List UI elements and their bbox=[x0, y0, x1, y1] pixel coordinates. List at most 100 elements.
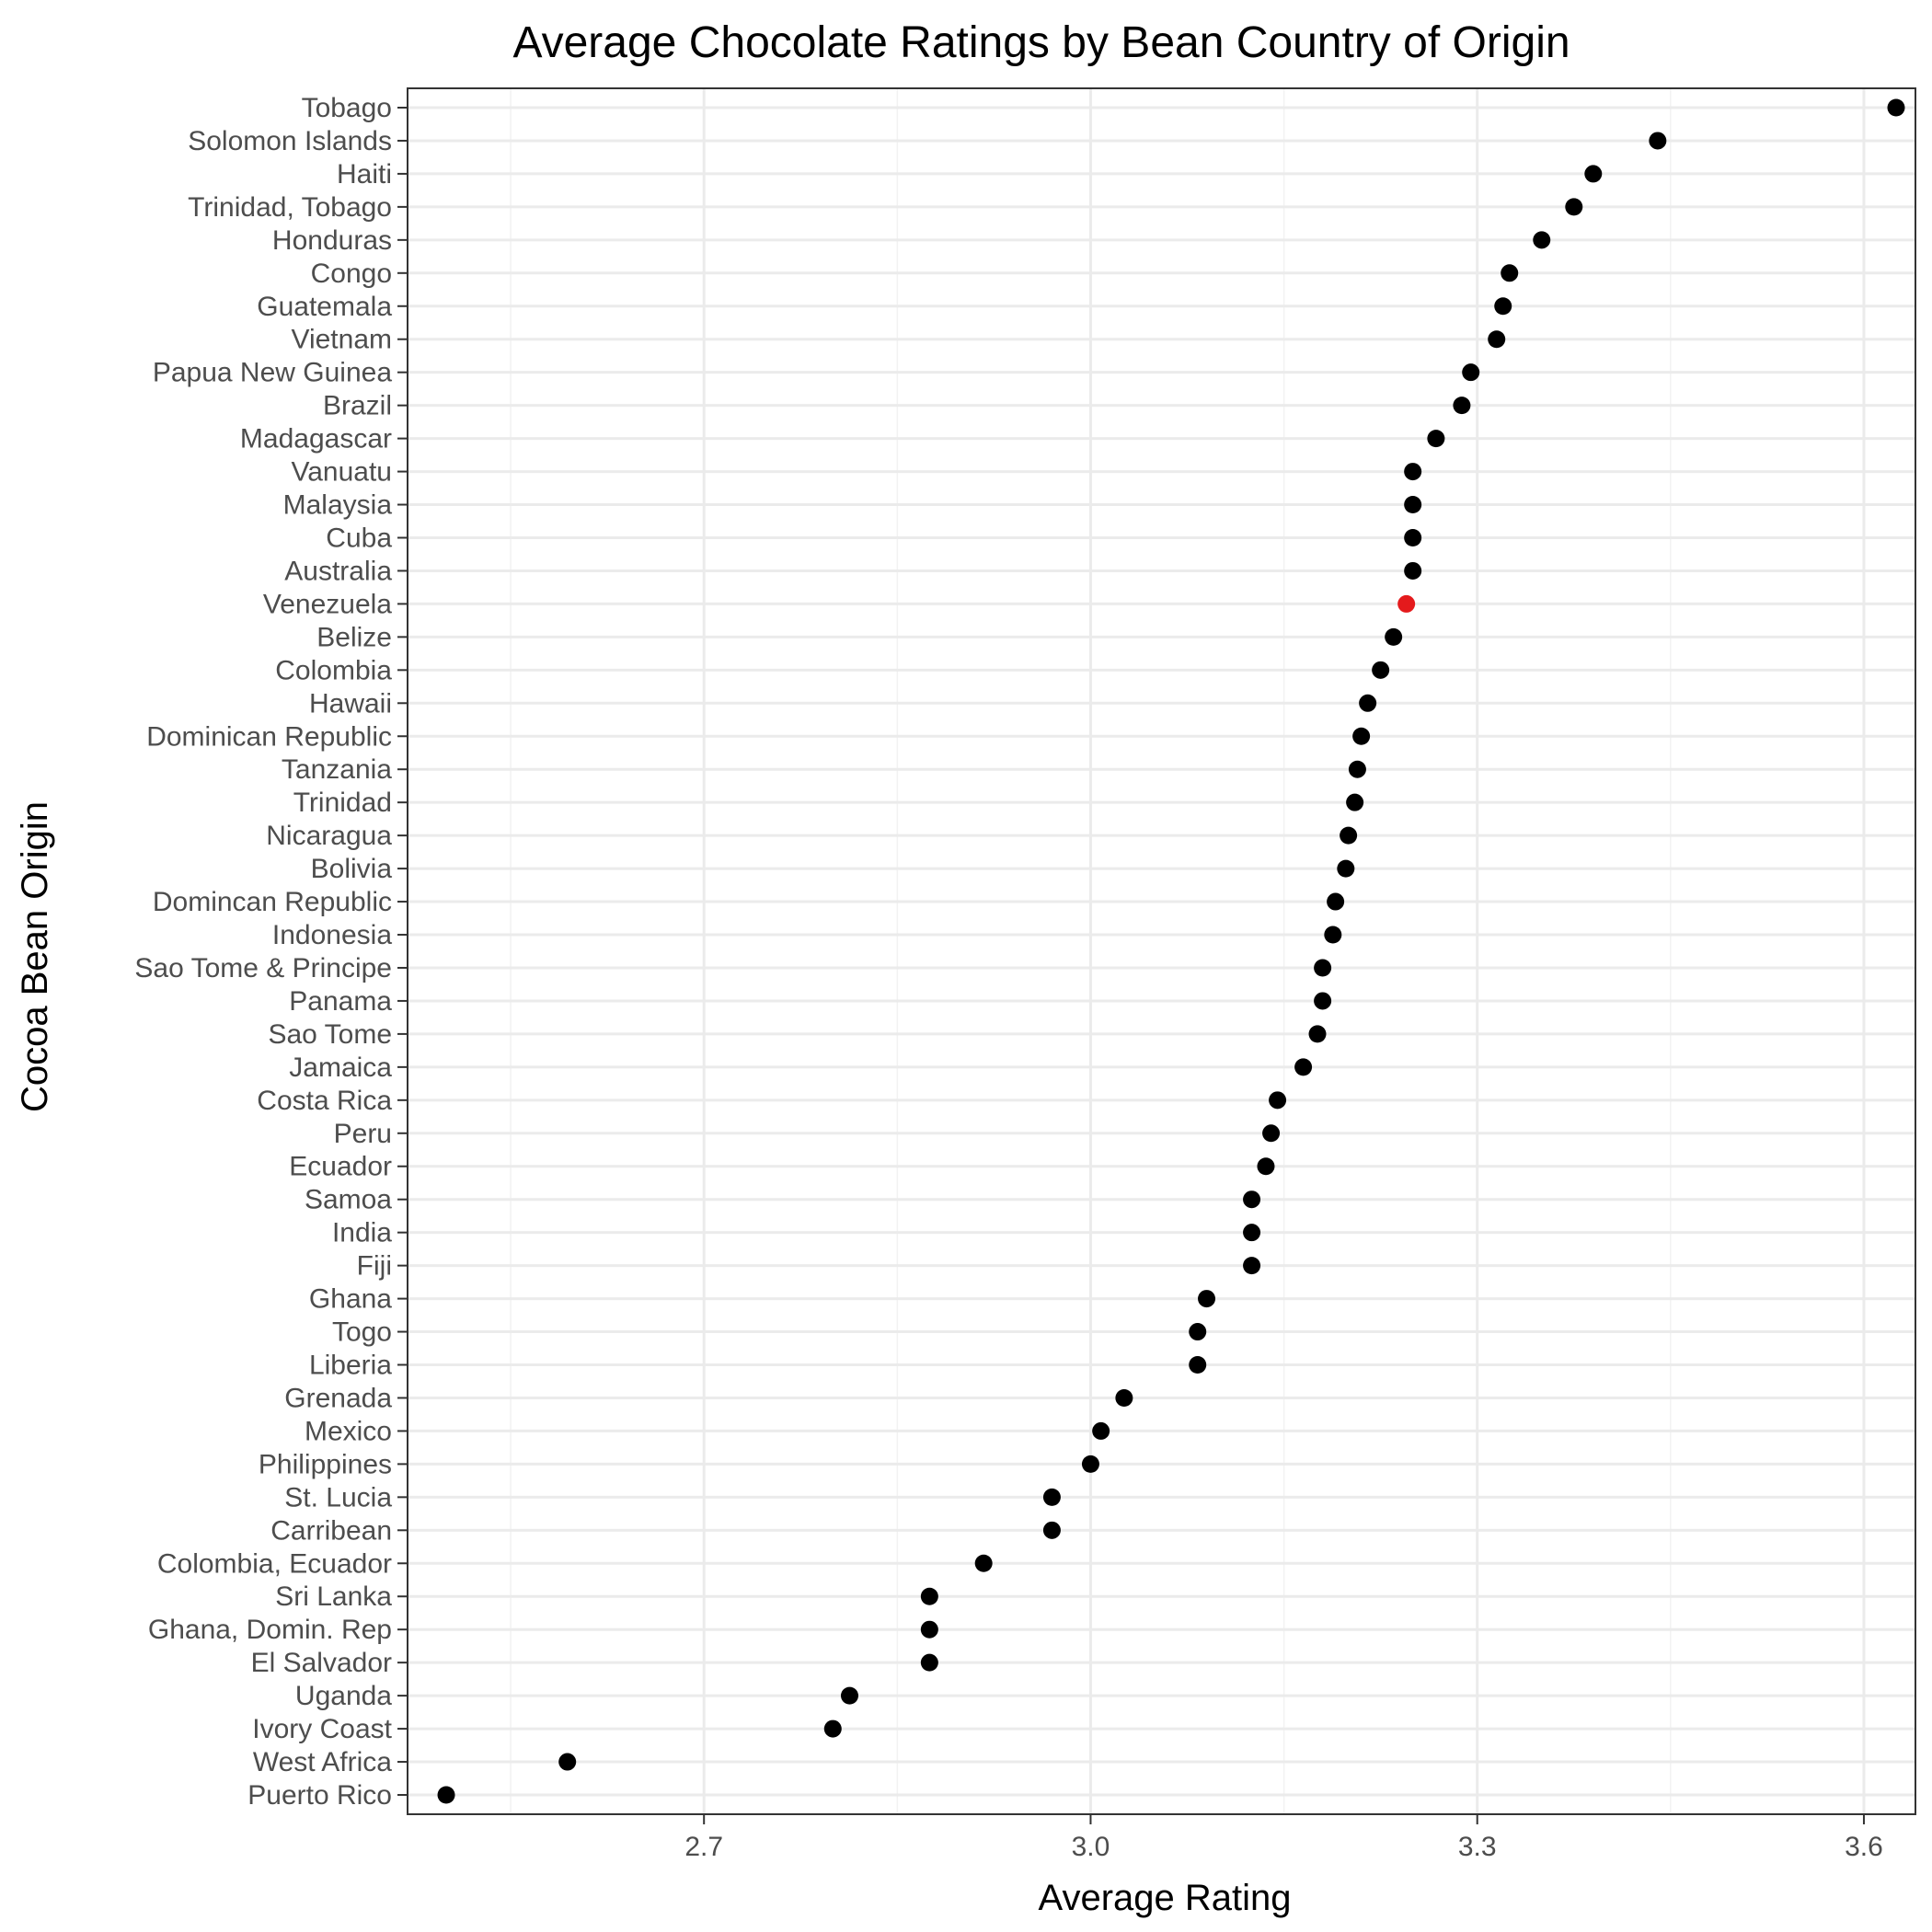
y-tick-label: Congo bbox=[311, 259, 392, 289]
data-point bbox=[1348, 760, 1366, 778]
y-tick-label: Tanzania bbox=[282, 754, 392, 785]
y-tick-label: Vietnam bbox=[291, 325, 392, 355]
y-axis-title: Cocoa Bean Origin bbox=[15, 801, 55, 1112]
y-tick-label: Jamaica bbox=[289, 1052, 392, 1083]
y-tick-label: Colombia bbox=[275, 655, 392, 685]
data-point bbox=[1243, 1190, 1261, 1209]
y-tick-label: Ghana bbox=[309, 1284, 392, 1315]
y-tick-label: Sao Tome & Principe bbox=[134, 953, 392, 983]
y-tick-label: Malaysia bbox=[283, 490, 393, 521]
data-point bbox=[974, 1554, 993, 1572]
y-tick-label: Sao Tome bbox=[268, 1019, 392, 1050]
y-tick-label: Philippines bbox=[259, 1449, 392, 1479]
data-point bbox=[1243, 1224, 1261, 1242]
data-point bbox=[1243, 1257, 1261, 1275]
points-layer bbox=[437, 98, 1905, 1804]
data-point bbox=[1501, 264, 1519, 282]
data-point bbox=[1649, 132, 1667, 150]
data-point bbox=[1359, 694, 1377, 712]
y-tick-label: Dominican Republic bbox=[146, 721, 392, 752]
data-point bbox=[1262, 1124, 1281, 1143]
data-point bbox=[1352, 727, 1371, 745]
y-tick-label: West Africa bbox=[253, 1747, 392, 1777]
data-point bbox=[1372, 661, 1390, 679]
data-point bbox=[1257, 1157, 1275, 1176]
y-tick-label: India bbox=[332, 1218, 392, 1248]
y-tick-label: Honduras bbox=[272, 225, 392, 256]
data-point bbox=[1340, 826, 1358, 845]
data-point bbox=[1404, 496, 1422, 514]
y-tick-label: Australia bbox=[284, 556, 392, 586]
data-point bbox=[1565, 198, 1583, 216]
data-point bbox=[1314, 959, 1332, 977]
data-point bbox=[1042, 1521, 1061, 1539]
data-point bbox=[1081, 1455, 1099, 1473]
y-tick-label: Togo bbox=[332, 1317, 392, 1348]
data-point bbox=[1404, 561, 1422, 580]
y-tick-label: Trinidad, Tobago bbox=[188, 192, 392, 223]
y-tick-label: Nicaragua bbox=[266, 821, 392, 851]
y-tick-label: Ghana, Domin. Rep bbox=[148, 1615, 392, 1645]
data-point bbox=[1337, 859, 1355, 878]
data-point bbox=[1327, 892, 1345, 911]
y-tick-label: Ivory Coast bbox=[252, 1714, 392, 1744]
data-point bbox=[1189, 1323, 1207, 1341]
data-point bbox=[1042, 1488, 1061, 1506]
y-tick-label: Panama bbox=[289, 986, 392, 1017]
y-tick-label: Venezuela bbox=[263, 589, 392, 619]
grid-layer bbox=[408, 88, 1915, 1814]
data-point bbox=[558, 1753, 577, 1771]
y-tick-label: Ecuador bbox=[289, 1152, 392, 1182]
data-point bbox=[1404, 463, 1422, 481]
y-tick-label: Solomon Islands bbox=[188, 126, 392, 156]
y-tick-label: Trinidad bbox=[293, 788, 392, 818]
data-point bbox=[1115, 1388, 1133, 1407]
y-tick-label: Mexico bbox=[305, 1416, 392, 1446]
x-tick-label: 3.0 bbox=[1072, 1832, 1110, 1862]
y-tick-label: Belize bbox=[316, 622, 392, 652]
x-tick-label: 3.3 bbox=[1458, 1832, 1497, 1862]
y-tick-label: Hawaii bbox=[309, 688, 392, 719]
data-point bbox=[1494, 297, 1512, 316]
y-tick-label: Brazil bbox=[323, 391, 392, 421]
y-tick-label: Cuba bbox=[326, 523, 392, 553]
y-tick-label: Guatemala bbox=[257, 292, 392, 322]
y-tick-label: Uganda bbox=[295, 1681, 392, 1711]
y-tick-label: Haiti bbox=[337, 159, 392, 190]
data-point bbox=[920, 1587, 938, 1605]
y-tick-label: Liberia bbox=[309, 1351, 392, 1381]
y-tick-label: Bolivia bbox=[311, 854, 393, 884]
data-point bbox=[437, 1786, 455, 1804]
data-point bbox=[823, 1719, 842, 1738]
panel-border bbox=[407, 87, 1916, 1815]
y-tick-label: Tobago bbox=[302, 93, 392, 123]
data-point bbox=[1198, 1290, 1216, 1308]
y-tick-label: Papua New Guinea bbox=[153, 358, 392, 388]
data-point bbox=[920, 1653, 938, 1672]
chart-title: Average Chocolate Ratings by Bean Countr… bbox=[512, 18, 1570, 67]
y-tick-label: Madagascar bbox=[240, 424, 392, 454]
y-tick-label: Fiji bbox=[357, 1251, 392, 1282]
y-tick-label: St. Lucia bbox=[284, 1482, 392, 1512]
y-tick-label: Peru bbox=[334, 1119, 392, 1149]
y-tick-label: Sri Lanka bbox=[275, 1581, 392, 1612]
x-axis: 2.7 3.0 3.3 3.6 bbox=[684, 1814, 1883, 1862]
y-tick-label: Vanuatu bbox=[291, 457, 392, 488]
x-tick-label: 3.6 bbox=[1845, 1832, 1883, 1862]
x-tick-label: 2.7 bbox=[684, 1832, 723, 1862]
y-tick-label: El Salvador bbox=[251, 1648, 392, 1678]
data-point bbox=[1092, 1421, 1110, 1440]
data-point bbox=[1314, 992, 1332, 1010]
y-tick-label: Puerto Rico bbox=[247, 1780, 392, 1811]
data-point bbox=[840, 1686, 858, 1705]
data-point bbox=[1385, 627, 1403, 646]
data-point bbox=[1427, 430, 1445, 448]
data-point bbox=[1308, 1025, 1327, 1043]
highlight-point bbox=[1397, 594, 1416, 613]
data-point bbox=[920, 1620, 938, 1639]
data-point bbox=[1269, 1091, 1287, 1110]
data-point bbox=[1462, 363, 1480, 382]
data-point bbox=[1346, 793, 1364, 811]
